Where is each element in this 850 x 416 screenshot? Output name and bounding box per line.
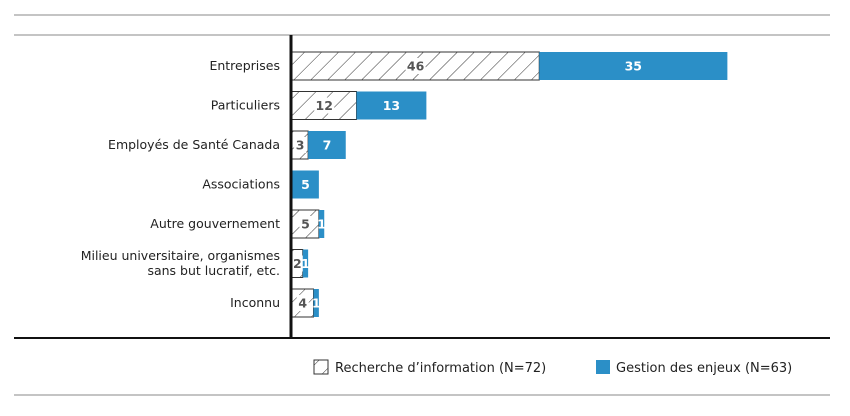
category-label: Associations: [202, 177, 280, 192]
value-label: 46: [407, 59, 425, 74]
legend-label: Gestion des enjeux (N=63): [616, 361, 792, 376]
legend: Recherche d’information (N=72) Gestion de…: [313, 359, 792, 376]
bar-segment: [356, 91, 427, 120]
value-label-bg: [291, 255, 304, 272]
value-label: 4: [298, 296, 307, 311]
value-label: 1: [301, 256, 310, 271]
category-label: Autre gouvernement: [150, 216, 280, 231]
bar-segment: [308, 131, 346, 159]
value-label-bg: [314, 97, 335, 114]
value-label-bg: [405, 58, 426, 74]
bar-segment: [318, 210, 325, 238]
bar-segment: [302, 249, 309, 278]
category-label: Employés de Santé Canada: [108, 137, 280, 152]
legend-swatch: [313, 359, 329, 375]
value-label: 5: [301, 177, 310, 192]
bar-segment: [313, 289, 319, 317]
value-label: 7: [323, 138, 332, 153]
category-label: Milieu universitaire, organismes: [81, 248, 280, 263]
category-label: Inconnu: [230, 295, 280, 310]
value-label: 3: [296, 138, 305, 153]
legend-label: Recherche d’information (N=72): [335, 361, 546, 376]
category-label: sans but lucratif, etc.: [147, 263, 280, 278]
bar-segment: [539, 52, 728, 80]
value-label-bg: [294, 137, 307, 153]
value-label: 1: [312, 296, 321, 311]
value-label: 35: [625, 59, 642, 74]
category-label: Entreprises: [209, 58, 280, 73]
value-label-bg: [299, 216, 312, 232]
value-label: 2: [293, 256, 302, 271]
value-label: 1: [317, 217, 326, 232]
value-label-bg: [296, 295, 309, 311]
legend-swatch: [596, 360, 610, 374]
value-label: 13: [383, 98, 400, 113]
value-label: 12: [316, 98, 333, 113]
value-label: 5: [301, 217, 310, 232]
bar-segment: [292, 170, 319, 199]
category-label: Particuliers: [211, 98, 280, 113]
